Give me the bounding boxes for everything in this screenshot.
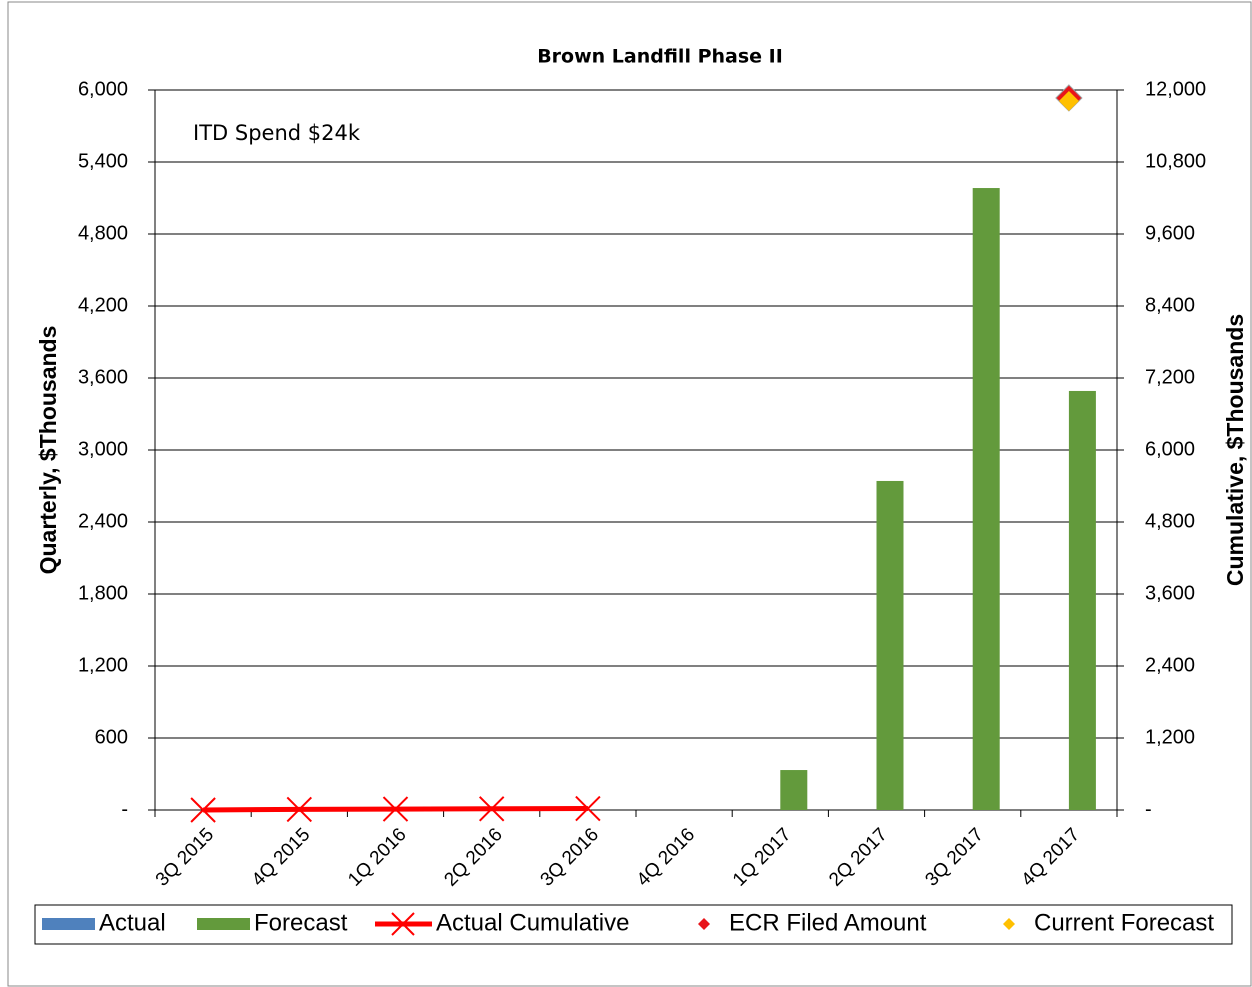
y-tick-label: 4,200 bbox=[78, 294, 128, 316]
y2-tick-label: 12,000 bbox=[1145, 78, 1206, 100]
bar bbox=[876, 480, 904, 810]
legend-swatch bbox=[197, 918, 250, 930]
y-tick-label: 3,000 bbox=[78, 438, 128, 460]
y2-tick-label: 9,600 bbox=[1145, 222, 1195, 244]
legend-swatch bbox=[698, 918, 710, 930]
y2-tick-label: 10,800 bbox=[1145, 150, 1206, 172]
y2-tick-label: 1,200 bbox=[1145, 726, 1195, 748]
legend-swatch bbox=[1003, 918, 1015, 930]
y-tick-label: 6,000 bbox=[78, 78, 128, 100]
legend-label: Forecast bbox=[254, 909, 348, 936]
y-tick-label: 1,200 bbox=[78, 654, 128, 676]
y-tick-label: 600 bbox=[95, 726, 128, 748]
legend-label: ECR Filed Amount bbox=[729, 909, 927, 936]
legend-label: Actual Cumulative bbox=[436, 909, 629, 936]
y2-tick-label: - bbox=[1145, 798, 1152, 820]
line-marker bbox=[382, 796, 409, 822]
legend-label: Current Forecast bbox=[1034, 909, 1214, 936]
y-tick-label: 1,800 bbox=[78, 582, 128, 604]
y-axis-label: Quarterly, $Thousands bbox=[35, 326, 61, 575]
annotation: ITD Spend $24k bbox=[193, 121, 361, 145]
line-marker bbox=[575, 795, 601, 822]
y2-axis-label: Cumulative, $Thousands bbox=[1222, 314, 1248, 586]
y2-tick-label: 3,600 bbox=[1145, 582, 1195, 604]
y2-tick-label: 4,800 bbox=[1145, 510, 1195, 532]
chart-frame bbox=[7, 1, 1252, 987]
chart-title: Brown Landfill Phase II bbox=[537, 46, 783, 68]
line-marker bbox=[478, 796, 505, 822]
y-tick-label: 5,400 bbox=[78, 150, 128, 172]
legend-swatch bbox=[42, 918, 95, 930]
line-marker bbox=[190, 797, 216, 823]
bar bbox=[1068, 390, 1096, 810]
y2-tick-label: 6,000 bbox=[1145, 438, 1195, 460]
y2-tick-label: 2,400 bbox=[1145, 654, 1195, 676]
y-tick-label: 4,800 bbox=[78, 222, 128, 244]
y2-tick-label: 7,200 bbox=[1145, 366, 1195, 388]
bar bbox=[780, 770, 808, 810]
y-tick-label: 2,400 bbox=[78, 510, 128, 532]
legend-swatch bbox=[391, 912, 415, 936]
bar bbox=[972, 188, 1000, 811]
y-tick-label: - bbox=[121, 798, 128, 820]
legend-label: Actual bbox=[99, 909, 166, 936]
line-marker bbox=[286, 796, 313, 823]
marker bbox=[1058, 90, 1079, 111]
y-tick-label: 3,600 bbox=[78, 366, 128, 388]
y2-tick-label: 8,400 bbox=[1145, 294, 1195, 316]
